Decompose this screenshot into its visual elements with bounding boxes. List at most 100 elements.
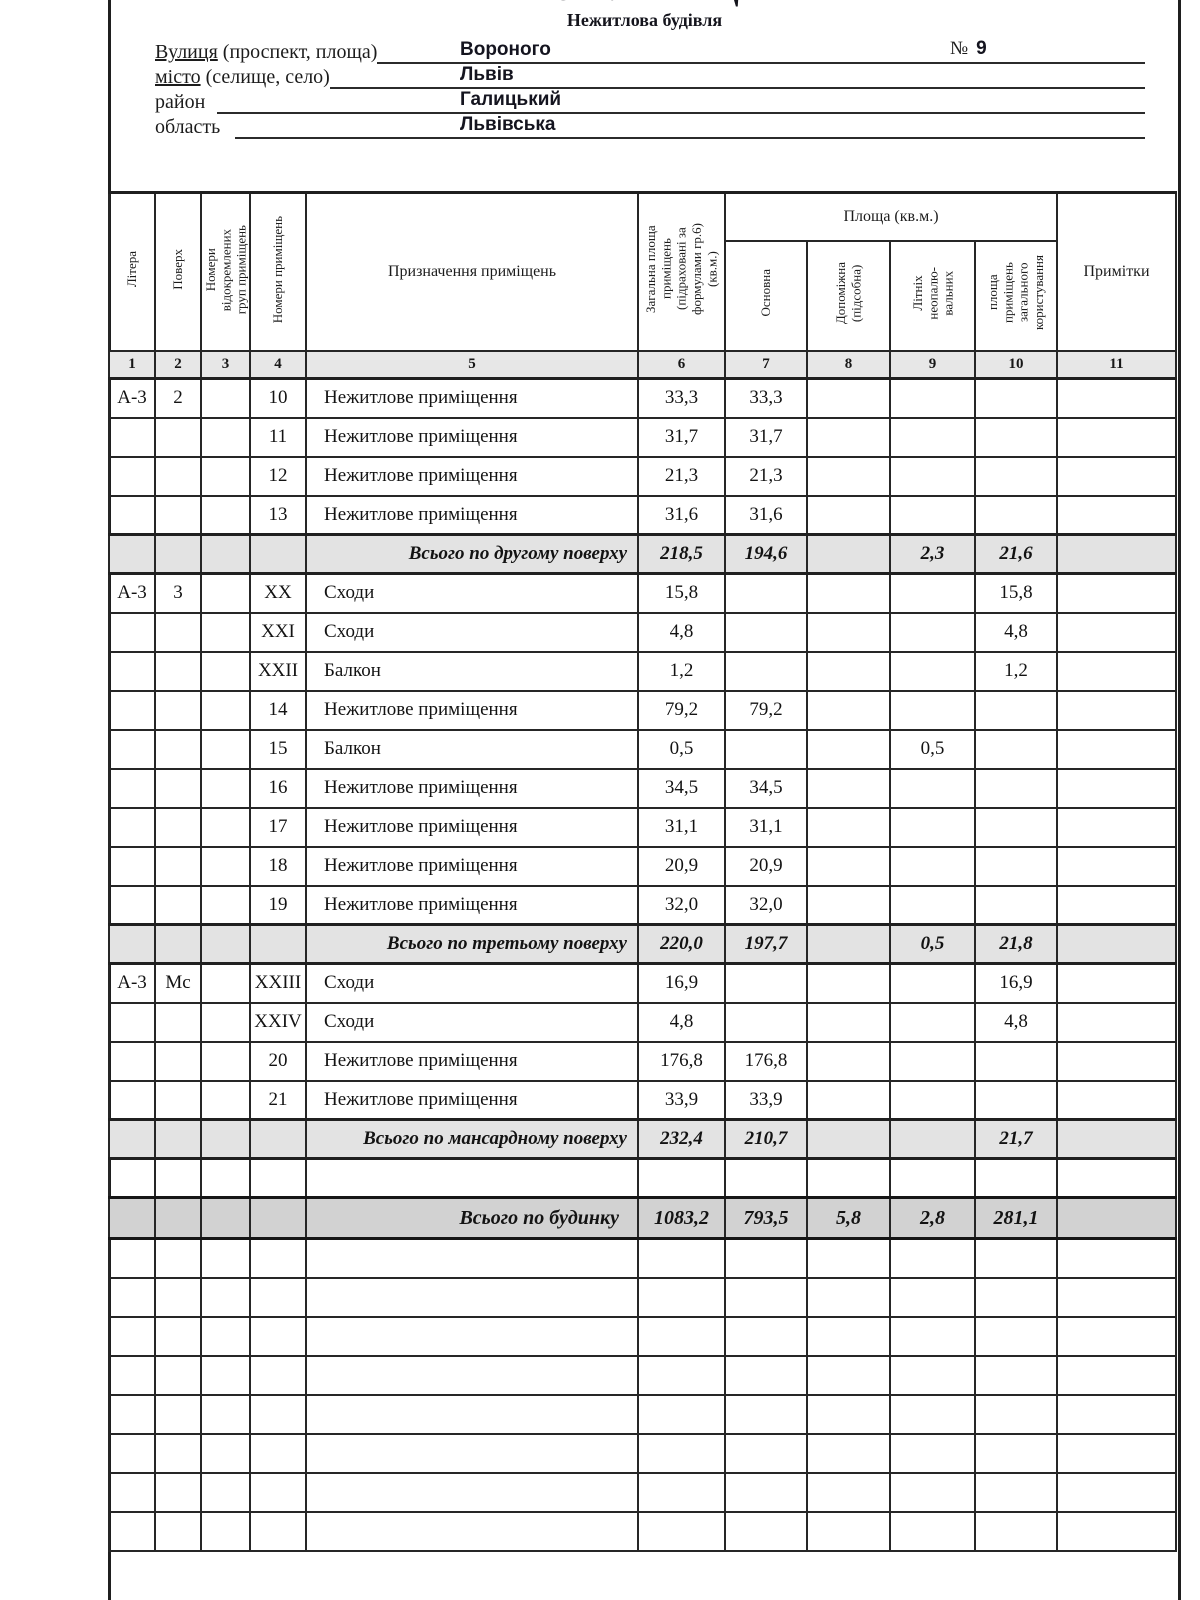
col-header-room-numbers: Номери приміщень (249, 191, 307, 352)
column-number-6: 6 (637, 349, 726, 380)
cell-r7-c3 (200, 611, 251, 653)
cell-r11-c6: 34,5 (637, 767, 726, 809)
document-sheet: ЕКСПЛІКАЦІЯ Нежитлова будівля Вулиця (пр… (108, 0, 1181, 1600)
cell-r17-c10: 4,8 (973, 1001, 1059, 1043)
cell-r5-c1 (108, 533, 156, 575)
cell-r21-c11 (1056, 1157, 1178, 1199)
cell-r27-c9 (889, 1393, 976, 1435)
clipped-page-title: ЕКСПЛІКАЦІЯ (111, 0, 1178, 7)
cell-r20-c8 (806, 1118, 891, 1160)
cell-r22-c3 (200, 1196, 251, 1240)
cell-r30-c5 (305, 1510, 639, 1552)
cell-r1-c7: 33,3 (724, 377, 808, 419)
cell-r7-c9 (889, 611, 976, 653)
cell-r15-c2 (154, 923, 202, 965)
cell-r1-c4: 10 (249, 377, 307, 419)
cell-r18-c10 (973, 1040, 1059, 1082)
district-value: Галицький (460, 89, 562, 110)
table-body: А-3 2 10 Нежитлове приміщення 33,3 33,3 11 Нежи… (108, 377, 1178, 1552)
cell-r11-c11 (1056, 767, 1178, 809)
cell-r15-c5: Всього по третьому поверху (305, 923, 639, 965)
cell-r12-c10 (973, 806, 1059, 848)
cell-r19-c4: 21 (249, 1079, 307, 1121)
cell-r18-c11 (1056, 1040, 1178, 1082)
cell-r4-c1 (108, 494, 156, 536)
cell-r2-c9 (889, 416, 976, 458)
col-header-purpose: Призначення приміщень (305, 191, 639, 352)
cell-r15-c4 (249, 923, 307, 965)
cell-r10-c8 (806, 728, 891, 770)
cell-r6-c2: 3 (154, 572, 202, 614)
cell-r27-c11 (1056, 1393, 1178, 1435)
cell-r24-c5 (305, 1276, 639, 1318)
cell-r24-c10 (973, 1276, 1059, 1318)
cell-r29-c4 (249, 1471, 307, 1513)
cell-r21-c9 (889, 1157, 976, 1199)
cell-r26-c4 (249, 1354, 307, 1396)
region-field-row: область Львівська (155, 114, 1145, 139)
cell-r9-c1 (108, 689, 156, 731)
cell-r15-c9: 0,5 (889, 923, 976, 965)
table-row: 14 Нежитлове приміщення 79,2 79,2 (108, 689, 1178, 731)
cell-r6-c9 (889, 572, 976, 614)
page-title: ЕКСПЛІКАЦІЯ (496, 0, 793, 7)
district-underline (217, 87, 1145, 114)
column-number-8: 8 (806, 349, 891, 380)
cell-r19-c7: 33,9 (724, 1079, 808, 1121)
cell-r6-c4: XX (249, 572, 307, 614)
document-header: ЕКСПЛІКАЦІЯ Нежитлова будівля Вулиця (пр… (111, 0, 1178, 191)
cell-r8-c11 (1056, 650, 1178, 692)
cell-r16-c7 (724, 962, 808, 1004)
cell-r22-c8: 5,8 (806, 1196, 891, 1240)
cell-r4-c6: 31,6 (637, 494, 726, 536)
table-row: 21 Нежитлове приміщення 33,9 33,9 (108, 1079, 1178, 1121)
cell-r12-c6: 31,1 (637, 806, 726, 848)
cell-r13-c11 (1056, 845, 1178, 887)
cell-r1-c6: 33,3 (637, 377, 726, 419)
cell-r13-c5: Нежитлове приміщення (305, 845, 639, 887)
cell-r23-c7 (724, 1237, 808, 1279)
cell-r2-c11 (1056, 416, 1178, 458)
cell-r24-c3 (200, 1276, 251, 1318)
cell-r8-c1 (108, 650, 156, 692)
cell-r23-c8 (806, 1237, 891, 1279)
cell-r23-c5 (305, 1237, 639, 1279)
cell-r24-c9 (889, 1276, 976, 1318)
cell-r14-c6: 32,0 (637, 884, 726, 926)
cell-r14-c2 (154, 884, 202, 926)
table-row: 19 Нежитлове приміщення 32,0 32,0 (108, 884, 1178, 926)
cell-r5-c6: 218,5 (637, 533, 726, 575)
cell-r23-c3 (200, 1237, 251, 1279)
cell-r23-c1 (108, 1237, 156, 1279)
cell-r3-c8 (806, 455, 891, 497)
cell-r20-c4 (249, 1118, 307, 1160)
cell-r30-c2 (154, 1510, 202, 1552)
cell-r4-c10 (973, 494, 1059, 536)
cell-r14-c8 (806, 884, 891, 926)
city-label: місто (селище, село) (155, 66, 330, 88)
cell-r12-c4: 17 (249, 806, 307, 848)
cell-r27-c7 (724, 1393, 808, 1435)
cell-r4-c11 (1056, 494, 1178, 536)
empty-row (108, 1237, 1178, 1279)
cell-r28-c11 (1056, 1432, 1178, 1474)
cell-r21-c7 (724, 1157, 808, 1199)
city-underline (329, 62, 1145, 89)
cell-r30-c6 (637, 1510, 726, 1552)
cell-r6-c11 (1056, 572, 1178, 614)
cell-r7-c11 (1056, 611, 1178, 653)
cell-r6-c8 (806, 572, 891, 614)
cell-r17-c8 (806, 1001, 891, 1043)
cell-r2-c5: Нежитлове приміщення (305, 416, 639, 458)
region-value: Львівська (460, 114, 556, 135)
cell-r28-c8 (806, 1432, 891, 1474)
cell-r4-c5: Нежитлове приміщення (305, 494, 639, 536)
cell-r29-c7 (724, 1471, 808, 1513)
empty-row (108, 1471, 1178, 1513)
cell-r25-c7 (724, 1315, 808, 1357)
cell-r8-c6: 1,2 (637, 650, 726, 692)
cell-r20-c5: Всього по мансардному поверху (305, 1118, 639, 1160)
column-number-4: 4 (249, 349, 307, 380)
cell-r13-c9 (889, 845, 976, 887)
cell-r11-c3 (200, 767, 251, 809)
